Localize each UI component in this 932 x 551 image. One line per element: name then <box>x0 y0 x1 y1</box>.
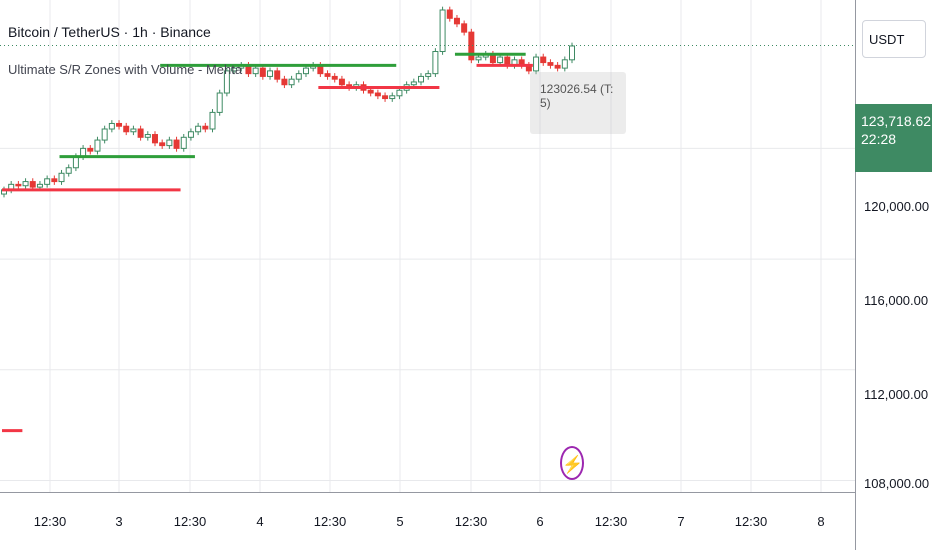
price-axis[interactable]: 120,000.00 116,000.00 112,000.00 108,000… <box>855 0 932 550</box>
candle-body <box>295 73 302 80</box>
candle-body <box>166 139 173 147</box>
sr-tooltip: 123026.54 (T: 5) <box>530 72 626 134</box>
candle-body <box>547 62 554 66</box>
candle-body <box>324 73 331 77</box>
candle-body <box>382 95 389 100</box>
candle-body <box>410 81 417 86</box>
candle-body <box>252 67 259 75</box>
candle-body <box>72 156 79 169</box>
candle-body <box>396 89 403 97</box>
time-tick: 12:30 <box>594 514 628 529</box>
candle-body <box>65 167 72 174</box>
candle-body <box>116 122 123 127</box>
candle-body <box>87 147 94 152</box>
time-tick: 8 <box>817 514 825 529</box>
last-price-value: 123,718.62 <box>861 113 932 129</box>
price-tick: 108,000.00 <box>864 476 930 491</box>
candle-body <box>51 178 58 183</box>
time-tick: 5 <box>396 514 404 529</box>
candle-body <box>151 134 158 144</box>
time-tick: 4 <box>256 514 264 529</box>
candle-body <box>497 56 504 64</box>
price-chart[interactable] <box>0 0 855 492</box>
candle-body <box>44 178 51 185</box>
last-price-badge: 123,718.62 22:28 <box>855 104 932 172</box>
candle-body <box>173 139 180 149</box>
sr-tooltip-text: 123026.54 (T: 5) <box>540 82 614 110</box>
candle-body <box>281 78 288 86</box>
candle-body <box>389 95 396 100</box>
candle-body <box>29 181 36 188</box>
candle-body <box>159 142 166 147</box>
candle-body <box>331 75 338 80</box>
lightning-icon[interactable]: ⚡ <box>560 446 584 480</box>
candle-body <box>180 136 187 149</box>
candle-body <box>187 131 194 138</box>
candle-body <box>288 78 295 86</box>
price-tick: 112,000.00 <box>864 387 929 402</box>
candle-body <box>36 183 43 188</box>
time-tick: 7 <box>677 514 685 529</box>
candle-body <box>216 92 223 113</box>
candle-body <box>101 128 108 141</box>
indicator-legend[interactable]: Ultimate S/R Zones with Volume - Mehta <box>8 62 243 77</box>
time-tick: 12:30 <box>734 514 768 529</box>
candle-body <box>533 56 540 72</box>
candle-body <box>209 111 216 130</box>
symbol-legend[interactable]: Bitcoin / TetherUS · 1h · Binance <box>8 24 211 40</box>
candle-body <box>453 17 460 25</box>
time-tick: 12:30 <box>454 514 488 529</box>
candle-body <box>223 70 230 94</box>
candle-body <box>554 64 561 69</box>
candle-body <box>569 45 575 61</box>
candle-body <box>274 70 281 80</box>
candle-body <box>367 89 374 94</box>
price-tick: 120,000.00 <box>864 199 930 214</box>
candle-body <box>439 9 446 53</box>
candle-body <box>108 122 115 130</box>
candle-body <box>374 92 381 97</box>
candle-body <box>130 128 137 133</box>
candle-body <box>22 181 29 187</box>
time-tick: 12:30 <box>33 514 67 529</box>
currency-button[interactable]: USDT <box>862 20 926 58</box>
candle-body <box>475 56 482 61</box>
bar-countdown: 22:28 <box>861 131 897 147</box>
candle-body <box>468 31 475 61</box>
candle-body <box>202 125 209 130</box>
candle-body <box>259 67 266 77</box>
candle-body <box>58 172 65 183</box>
candle-body <box>94 139 101 152</box>
candle-body <box>195 125 202 133</box>
candle-body <box>137 128 144 138</box>
candle-body <box>561 59 568 69</box>
candle-body <box>267 70 274 77</box>
candle-body <box>540 56 547 64</box>
candle-body <box>302 67 309 75</box>
candle-body <box>461 23 468 33</box>
time-tick: 6 <box>536 514 544 529</box>
time-axis[interactable] <box>0 492 855 551</box>
time-tick: 12:30 <box>313 514 347 529</box>
candle-body <box>15 183 22 187</box>
time-tick: 3 <box>115 514 123 529</box>
candle-body <box>231 67 238 72</box>
candle-body <box>418 75 425 83</box>
candle-body <box>144 134 151 138</box>
price-tick: 116,000.00 <box>864 293 929 308</box>
candle-body <box>338 78 345 86</box>
candle-body <box>123 125 130 133</box>
time-tick: 12:30 <box>173 514 207 529</box>
candle-body <box>446 9 453 19</box>
candle-body <box>425 73 432 77</box>
candle-body <box>432 51 439 75</box>
